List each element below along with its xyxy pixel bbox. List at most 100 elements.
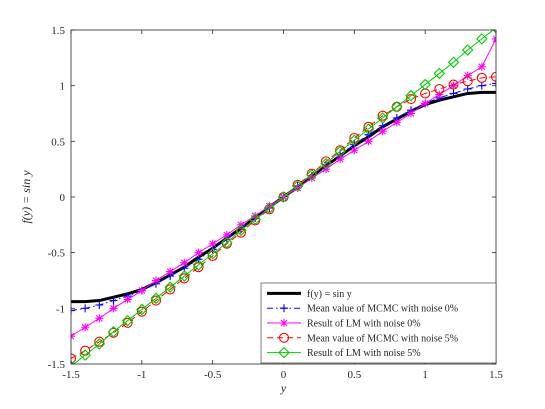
series-mean-value-of-mcmc-with-noise-5-point <box>179 273 190 284</box>
series-result-of-lm-with-noise-5 <box>71 30 496 364</box>
series-result-of-lm-with-noise-0-point <box>421 99 430 108</box>
series-result-of-lm-with-noise-0-point <box>435 90 444 99</box>
y-tick-label: -1 <box>56 303 65 315</box>
series-mean-value-of-mcmc-with-noise-0-point <box>477 81 486 90</box>
x-tick-label: -1 <box>137 369 146 381</box>
series-result-of-lm-with-noise-5-point <box>306 168 318 181</box>
legend-entry-result-of-lm-with-noise-5-label: Result of LM with noise 5% <box>307 348 421 359</box>
series-result-of-lm-with-noise-0-point <box>378 127 387 136</box>
series-result-of-lm-with-noise-0-point <box>152 276 160 285</box>
series-result-of-lm-with-noise-5-point <box>263 202 276 214</box>
series-result-of-lm-with-noise-5-point <box>79 349 91 361</box>
x-axis-label: y <box>280 381 287 395</box>
series-mean-value-of-mcmc-with-noise-5-point <box>320 156 332 167</box>
series-result-of-lm-with-noise-0-point <box>350 146 359 155</box>
series-result-of-lm-with-noise-5-point <box>206 248 219 260</box>
legend-entry-result-of-lm-with-noise-0-label: Result of LM with noise 0% <box>307 319 421 330</box>
series-result-of-lm-with-noise-5-point <box>391 101 403 113</box>
series-result-of-lm-with-noise-5-point <box>107 325 120 338</box>
series-result-of-lm-with-noise-5-point <box>277 191 290 203</box>
series-mean-value-of-mcmc-with-noise-5-point <box>490 71 496 82</box>
series-mean-value-of-mcmc-with-noise-5-point <box>462 76 473 87</box>
series-result-of-lm-with-noise-5-point <box>164 281 176 293</box>
series-result-of-lm-with-noise-5-point <box>362 123 375 135</box>
series-mean-value-of-mcmc-with-noise-5-point <box>235 227 247 238</box>
series-result-of-lm-with-noise-5-point <box>376 112 389 124</box>
legend-entry-mean-value-of-mcmc-with-noise-0-label: Mean value of MCMC with noise 0% <box>307 304 458 315</box>
y-tick-label: 0 <box>60 192 66 204</box>
series-mean-value-of-mcmc-with-noise-5-point <box>94 336 105 347</box>
series-mean-value-of-mcmc-with-noise-0-point <box>81 304 90 313</box>
series-result-of-lm-with-noise-0-point <box>137 286 146 295</box>
series-result-of-lm-with-noise-5-point <box>178 270 191 282</box>
series-result-of-lm-with-noise-0-point <box>194 248 203 257</box>
series-result-of-lm-with-noise-0-point <box>477 62 486 71</box>
series-mean-value-of-mcmc-with-noise-5-point <box>349 132 360 144</box>
series-result-of-lm-with-noise-0-point <box>364 137 373 146</box>
legend-entry-mean-value-of-mcmc-with-noise-5-marker-sample <box>278 332 290 343</box>
series-result-of-lm-with-noise-0-point <box>123 295 132 304</box>
series-result-of-lm-with-noise-5-point <box>433 67 446 80</box>
series-mean-value-of-mcmc-with-noise-5-point <box>150 295 162 306</box>
y-axis-label: f(y) = sin y <box>19 170 33 224</box>
series-result-of-lm-with-noise-0-point <box>180 258 189 267</box>
series-result-of-lm-with-noise-5-point <box>476 33 488 45</box>
legend-entry-result-of-lm-with-noise-0: Result of LM with noise 0% <box>267 319 421 330</box>
series-mean-value-of-mcmc-with-noise-0-point <box>109 296 118 305</box>
legend: f(y) = sin y Mean value of MCMC with nois… <box>260 282 497 364</box>
y-tick-label: -1.5 <box>48 359 66 371</box>
series-mean-value-of-mcmc-with-noise-5-point <box>136 306 147 317</box>
series-mean-value-of-mcmc-with-noise-5-point <box>165 284 176 295</box>
series-result-of-lm-with-noise-5-point <box>419 78 431 91</box>
series-mean-value-of-mcmc-with-noise-5-point <box>377 110 388 121</box>
series-result-of-lm-with-noise-0-point <box>109 304 118 313</box>
series-result-of-lm-with-noise-5-point <box>320 157 332 170</box>
series-result-of-lm-with-noise-0-point <box>293 184 302 193</box>
series-result-of-lm-with-noise-0-point <box>95 314 104 323</box>
x-tick-label: 0 <box>281 369 287 381</box>
axes-layer: -1.5 -1 -0.5 0 0.5 1 1.5 -1.5 -1 -0.5 0 0.5 1 1.5 y f(y… <box>19 25 503 395</box>
series-mean-value-of-mcmc-with-noise-0-point <box>463 85 472 94</box>
series-mean-value-of-mcmc-with-noise-5-point <box>193 262 204 273</box>
series-result-of-lm-with-noise-5-point <box>93 338 106 350</box>
x-tick-label: -1.5 <box>62 369 80 381</box>
series-layer <box>71 30 496 364</box>
series-mean-value-of-mcmc-with-noise-5-line <box>71 76 496 359</box>
series-result-of-lm-with-noise-0-point <box>81 323 90 332</box>
legend-entry-mean-value-of-mcmc-with-noise-0-marker-sample <box>280 304 288 313</box>
series-mean-value-of-mcmc-with-noise-5-point <box>363 121 374 132</box>
series-result-of-lm-with-noise-5-line <box>73 30 494 364</box>
series-mean-value-of-mcmc-with-noise-0-point <box>492 79 496 88</box>
series-result-of-lm-with-noise-5-point <box>447 56 460 69</box>
series-result-of-lm-with-noise-5-point <box>461 44 474 56</box>
x-tick-label: 1 <box>422 369 428 381</box>
y-tick-label: 0.5 <box>51 136 65 148</box>
series-result-of-lm-with-noise-5-point <box>221 236 233 249</box>
series-mean-value-of-mcmc-with-noise-5-point <box>476 72 487 83</box>
series-mean-value-of-mcmc-with-noise-0-point <box>71 306 75 315</box>
legend-entry-mean-value-of-mcmc-with-noise-0: Mean value of MCMC with noise 0% <box>267 304 458 315</box>
x-tick-label: -0.5 <box>204 369 222 381</box>
series-result-of-lm-with-noise-5-point <box>334 145 346 158</box>
series-mean-value-of-mcmc-with-noise-5-point <box>434 83 445 95</box>
series-mean-value-of-mcmc-with-noise-5-point <box>207 250 218 262</box>
series-mean-value-of-mcmc-with-noise-5-point <box>448 79 459 90</box>
legend-entry-f-y-sin-y-label: f(y) = sin y <box>307 289 352 300</box>
series-result-of-lm-with-noise-5-point <box>136 303 148 316</box>
series-result-of-lm-with-noise-5-point <box>121 314 134 327</box>
series-result-of-lm-with-noise-5-point <box>348 134 361 146</box>
series-result-of-lm-with-noise-0-point <box>449 81 458 90</box>
series-result-of-lm-with-noise-0-point <box>208 239 217 248</box>
series-mean-value-of-mcmc-with-noise-0-point <box>449 89 458 98</box>
legend-entry-result-of-lm-with-noise-5: Result of LM with noise 5% <box>267 346 421 359</box>
series-result-of-lm-with-noise-5-point <box>249 213 261 226</box>
legend-entry-f-y-sin-y: f(y) = sin y <box>267 289 352 300</box>
legend-entry-mean-value-of-mcmc-with-noise-5-label: Mean value of MCMC with noise 5% <box>307 333 458 344</box>
series-result-of-lm-with-noise-5-point <box>235 224 247 237</box>
y-tick-label: -0.5 <box>48 248 66 260</box>
series-result-of-lm-with-noise-0-point <box>222 230 231 239</box>
series-result-of-lm-with-noise-5-point <box>150 292 162 305</box>
series-mean-value-of-mcmc-with-noise-5-point <box>122 317 133 328</box>
x-tick-label: 0.5 <box>347 369 361 381</box>
